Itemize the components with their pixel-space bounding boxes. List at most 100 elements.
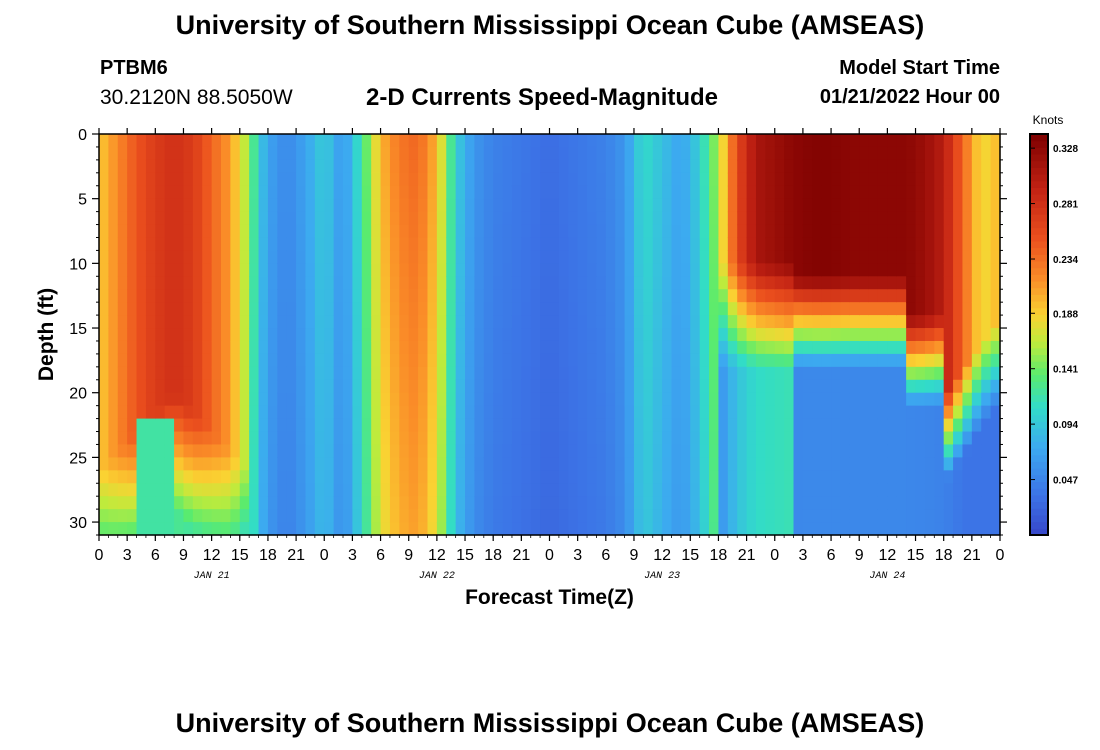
- heatmap-cell: [868, 237, 879, 252]
- heatmap-cell: [427, 522, 438, 536]
- heatmap-cell: [117, 198, 128, 213]
- heatmap-cell: [183, 276, 194, 290]
- heatmap-cell: [624, 509, 635, 523]
- heatmap-cell: [680, 483, 691, 497]
- heatmap-cell: [990, 483, 1001, 497]
- heatmap-cell: [793, 224, 804, 239]
- heatmap-cell: [436, 159, 447, 174]
- heatmap-cell: [793, 302, 804, 316]
- heatmap-cell: [202, 302, 213, 316]
- heatmap-cell: [793, 146, 804, 161]
- heatmap-cell: [305, 198, 316, 213]
- heatmap-cell: [540, 315, 551, 329]
- heatmap-cell: [446, 328, 457, 342]
- heatmap-cell: [962, 379, 973, 394]
- heatmap-cell: [296, 224, 307, 239]
- heatmap-cell: [568, 198, 579, 213]
- heatmap-cell: [314, 146, 325, 161]
- heatmap-cell: [652, 315, 663, 329]
- heatmap-cell: [962, 172, 973, 187]
- heatmap-cell: [127, 263, 138, 277]
- heatmap-cell: [596, 263, 607, 277]
- heatmap-cell: [352, 328, 363, 342]
- heatmap-cell: [643, 340, 654, 355]
- heatmap-cell: [202, 483, 213, 497]
- heatmap-cell: [511, 340, 522, 355]
- heatmap-cell: [652, 431, 663, 446]
- heatmap-cell: [859, 418, 870, 433]
- heatmap-cell: [643, 470, 654, 484]
- heatmap-cell: [436, 302, 447, 316]
- heatmap-cell: [174, 172, 185, 187]
- heatmap-cell: [924, 185, 935, 200]
- heatmap-cell: [483, 522, 494, 536]
- heatmap-cell: [615, 483, 626, 497]
- heatmap-cell: [314, 315, 325, 329]
- heatmap-cell: [436, 134, 447, 148]
- heatmap-cell: [427, 172, 438, 187]
- heatmap-cell: [915, 353, 926, 368]
- heatmap-cell: [333, 431, 344, 446]
- heatmap-cell: [343, 405, 354, 420]
- heatmap-cell: [155, 405, 166, 420]
- heatmap-cell: [465, 405, 476, 420]
- heatmap-cell: [784, 496, 795, 510]
- heatmap-cell: [671, 431, 682, 446]
- heatmap-cell: [446, 146, 457, 161]
- heatmap-cell: [493, 237, 504, 252]
- heatmap-cell: [314, 457, 325, 471]
- heatmap-cell: [164, 328, 175, 342]
- heatmap-cell: [305, 483, 316, 497]
- heatmap-cell: [831, 172, 842, 187]
- heatmap-cell: [465, 224, 476, 239]
- heatmap-cell: [483, 470, 494, 484]
- heatmap-cell: [812, 496, 823, 510]
- heatmap-cell: [183, 172, 194, 187]
- heatmap-cell: [784, 185, 795, 200]
- heatmap-cell: [643, 237, 654, 252]
- heatmap-cell: [549, 457, 560, 471]
- heatmap-cell: [765, 496, 776, 510]
- heatmap-cell: [343, 146, 354, 161]
- heatmap-cell: [558, 185, 569, 200]
- heatmap-cell: [249, 431, 260, 446]
- heatmap-cell: [455, 172, 466, 187]
- heatmap-cell: [849, 366, 860, 381]
- heatmap-cell: [896, 185, 907, 200]
- heatmap-cell: [887, 379, 898, 394]
- heatmap-cell: [314, 198, 325, 213]
- heatmap-cell: [174, 134, 185, 148]
- heatmap-cell: [183, 496, 194, 510]
- heatmap-cell: [296, 496, 307, 510]
- heatmap-cell: [483, 302, 494, 316]
- heatmap-cell: [934, 302, 945, 316]
- heatmap-cell: [765, 172, 776, 187]
- heatmap-cell: [605, 263, 616, 277]
- heatmap-cell: [399, 315, 410, 329]
- heatmap-cell: [774, 211, 785, 226]
- heatmap-cell: [953, 340, 964, 355]
- heatmap-cell: [136, 172, 147, 187]
- heatmap-cell: [296, 302, 307, 316]
- colorbar-segment: [1030, 381, 1048, 389]
- heatmap-cell: [718, 457, 729, 471]
- heatmap-cell: [483, 444, 494, 458]
- heatmap-cell: [99, 224, 109, 239]
- heatmap-cell: [239, 366, 250, 381]
- heatmap-cell: [887, 340, 898, 355]
- heatmap-cell: [145, 366, 156, 381]
- heatmap-cell: [465, 250, 476, 264]
- heatmap-cell: [127, 172, 138, 187]
- heatmap-cell: [802, 263, 813, 277]
- heatmap-cell: [117, 496, 128, 510]
- heatmap-cell: [981, 328, 992, 342]
- heatmap-cell: [774, 405, 785, 420]
- heatmap-cell: [530, 496, 541, 510]
- heatmap-cell: [924, 263, 935, 277]
- heatmap-cell: [812, 146, 823, 161]
- heatmap-cell: [924, 431, 935, 446]
- heatmap-cell: [343, 315, 354, 329]
- heatmap-cell: [953, 134, 964, 148]
- heatmap-cell: [324, 470, 335, 484]
- heatmap-cell: [981, 172, 992, 187]
